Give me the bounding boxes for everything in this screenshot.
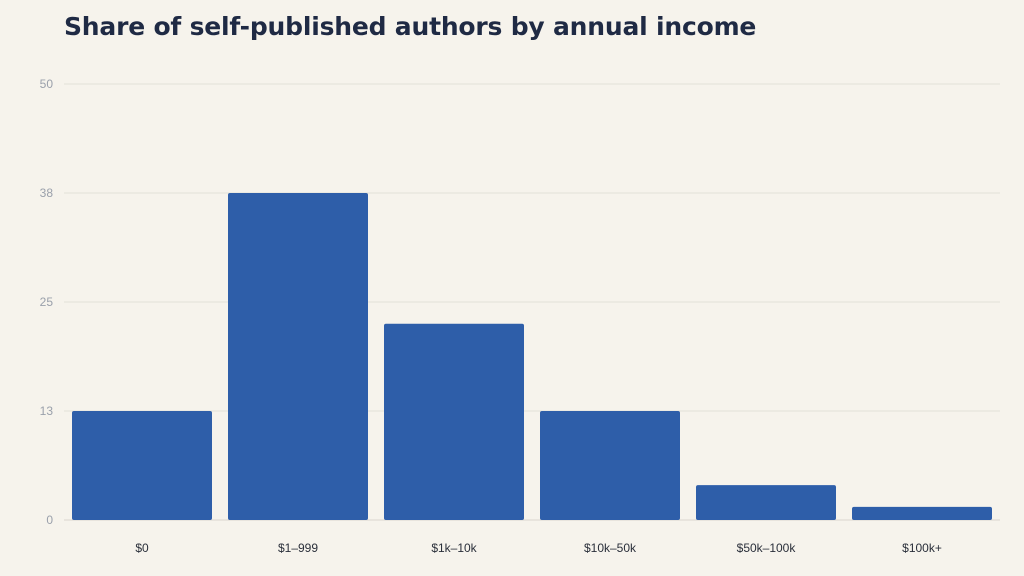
bar (384, 323, 524, 520)
x-tick-label: $1–999 (278, 541, 318, 555)
y-tick-label: 13 (40, 404, 54, 418)
x-tick-label: $10k–50k (584, 541, 637, 555)
y-tick-label: 25 (40, 295, 54, 309)
y-tick-label: 0 (46, 513, 53, 527)
bar (228, 193, 368, 520)
bar (852, 506, 992, 520)
bar (696, 485, 836, 520)
x-tick-label: $100k+ (902, 541, 942, 555)
bar (72, 411, 212, 520)
y-tick-label: 50 (40, 77, 54, 91)
x-axis-ticks: $0 $1–999 $1k–10k $10k–50k $50k–100k $100k+ (135, 541, 942, 555)
gridlines (64, 83, 1000, 521)
y-tick-label: 38 (40, 186, 54, 200)
chart-title: Share of self-published authors by annua… (64, 12, 757, 41)
bars (72, 193, 992, 520)
x-tick-label: $50k–100k (737, 541, 797, 555)
y-axis-ticks: 0 13 25 38 50 (40, 77, 54, 527)
x-tick-label: $0 (135, 541, 149, 555)
bar (540, 411, 680, 520)
x-tick-label: $1k–10k (431, 541, 477, 555)
